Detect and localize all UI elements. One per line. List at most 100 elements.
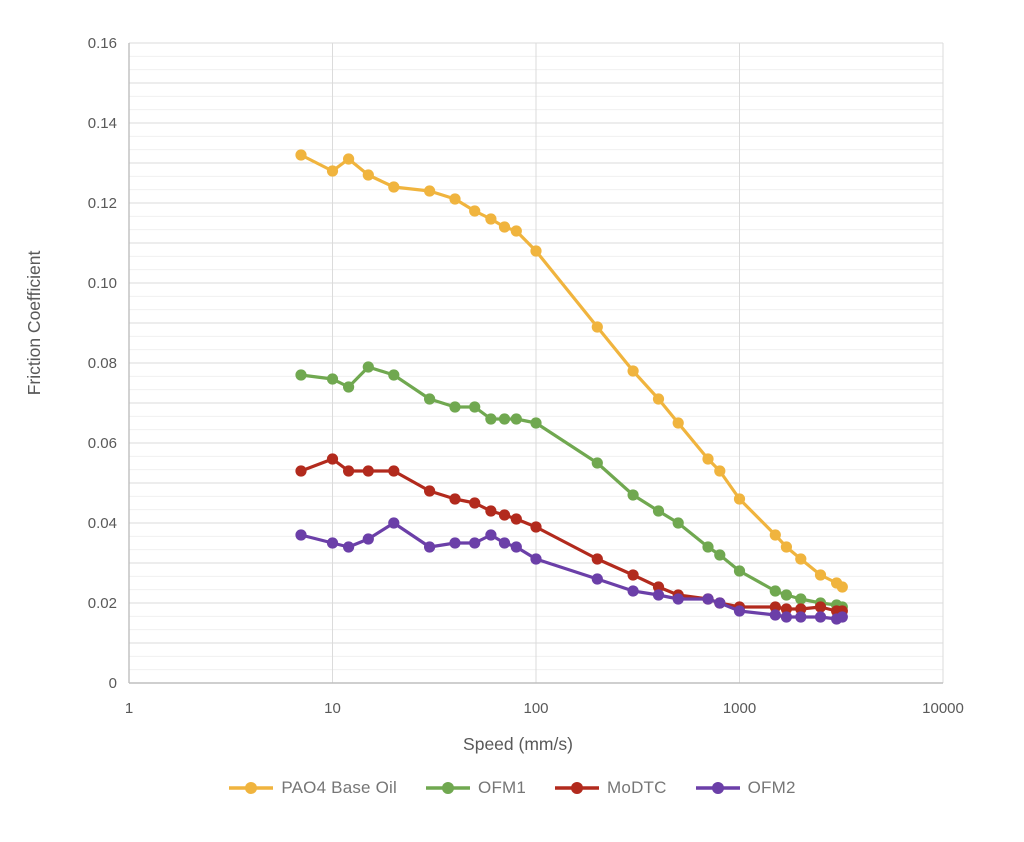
y-tick-label: 0.14: [88, 115, 117, 132]
data-point-ofm2: [498, 537, 511, 549]
legend-item-ofm2: OFM2: [695, 778, 796, 798]
data-point-ofm2: [733, 605, 746, 617]
data-point-modtc: [652, 581, 665, 593]
data-point-pao4-base-oil: [627, 365, 639, 377]
data-point-modtc: [295, 465, 307, 477]
legend-label-ofm2: OFM2: [747, 778, 796, 797]
data-point-ofm1: [498, 413, 511, 425]
data-point-pao4-base-oil: [510, 225, 522, 237]
data-point-ofm1: [769, 585, 781, 597]
data-point-ofm1: [343, 381, 355, 393]
data-point-ofm2: [510, 541, 522, 553]
data-point-modtc: [769, 601, 781, 613]
data-point-pao4-base-oil: [814, 569, 827, 581]
data-point-pao4-base-oil: [424, 185, 436, 197]
legend-label-modtc: MoDTC: [607, 778, 667, 797]
y-axis-title: Friction Coefficient: [24, 251, 44, 396]
data-point-pao4-base-oil: [295, 149, 307, 161]
data-point-pao4-base-oil: [326, 165, 339, 177]
y-tick-label: 0.16: [88, 35, 117, 52]
data-point-ofm2: [652, 589, 665, 601]
data-point-ofm1: [449, 401, 461, 413]
data-point-ofm1: [652, 505, 665, 517]
data-point-ofm2: [591, 573, 603, 585]
data-point-ofm2: [362, 533, 374, 545]
data-point-ofm2: [714, 597, 726, 609]
y-tick-label: 0.10: [88, 275, 117, 292]
data-point-modtc: [424, 485, 436, 497]
data-point-pao4-base-oil: [530, 245, 542, 257]
series-line-ofm2: [299, 521, 844, 621]
data-point-modtc: [780, 603, 793, 615]
legend-marker-ofm2: [695, 782, 740, 794]
data-point-ofm1: [326, 373, 339, 385]
legend: PAO4 Base Oil OFM1 MoDTC OFM2: [0, 778, 1024, 798]
data-point-ofm1: [714, 549, 726, 561]
x-tick-label: 10: [324, 700, 341, 717]
data-point-ofm2: [702, 593, 714, 605]
data-point-pao4-base-oil: [795, 553, 807, 565]
data-point-ofm2: [795, 611, 807, 623]
data-point-ofm2: [388, 517, 400, 529]
data-point-pao4-base-oil: [449, 193, 461, 205]
data-point-ofm2: [836, 611, 848, 623]
data-point-modtc: [485, 505, 497, 517]
data-point-modtc: [469, 497, 481, 509]
legend-label-ofm1: OFM1: [478, 778, 527, 797]
data-point-ofm1: [485, 413, 497, 425]
data-point-ofm2: [469, 537, 481, 549]
data-point-modtc: [498, 509, 511, 521]
x-tick-label: 1000: [723, 700, 756, 717]
y-tick-label: 0.12: [88, 195, 117, 212]
data-point-ofm1: [627, 489, 639, 501]
data-point-ofm2: [814, 611, 827, 623]
y-tick-label: 0.02: [88, 595, 117, 612]
legend-label-pao4-base-oil: PAO4 Base Oil: [281, 778, 398, 797]
data-point-modtc: [362, 465, 374, 477]
data-point-pao4-base-oil: [769, 529, 781, 541]
data-point-ofm2: [485, 529, 497, 541]
x-tick-label: 100: [523, 700, 548, 717]
data-point-pao4-base-oil: [702, 453, 714, 465]
data-point-ofm2: [343, 541, 355, 553]
data-point-ofm2: [769, 609, 781, 621]
data-point-pao4-base-oil: [733, 493, 746, 505]
data-point-ofm1: [469, 401, 481, 413]
data-point-ofm1: [510, 413, 522, 425]
data-point-ofm1: [591, 457, 603, 469]
y-tick-label: 0.04: [88, 515, 117, 532]
data-point-pao4-base-oil: [836, 581, 848, 593]
chart-svg: 0 0.02 0.04 0.06 0.08 0.10 0.12 0.14 0.16 1 10 100 1…: [24, 35, 964, 754]
data-point-ofm2: [672, 593, 684, 605]
data-point-pao4-base-oil: [672, 417, 684, 429]
data-point-ofm2: [295, 529, 307, 541]
data-point-ofm1: [424, 393, 436, 405]
data-point-ofm1: [733, 565, 746, 577]
data-point-modtc: [795, 603, 807, 615]
data-point-ofm2: [627, 585, 639, 597]
data-point-modtc: [343, 465, 355, 477]
data-point-ofm1: [388, 369, 400, 381]
data-point-pao4-base-oil: [498, 221, 511, 233]
data-point-pao4-base-oil: [362, 169, 374, 181]
series-line-modtc: [299, 457, 844, 613]
data-point-ofm1: [362, 361, 374, 373]
y-tick-label: 0.06: [88, 435, 117, 452]
data-point-modtc: [510, 513, 522, 525]
data-point-pao4-base-oil: [652, 393, 665, 405]
data-point-ofm2: [780, 611, 793, 623]
data-point-ofm1: [702, 541, 714, 553]
data-point-pao4-base-oil: [780, 541, 793, 553]
legend-marker-modtc: [555, 782, 600, 794]
data-point-modtc: [530, 521, 542, 533]
data-point-pao4-base-oil: [714, 465, 726, 477]
data-point-ofm1: [295, 369, 307, 381]
legend-item-ofm1: OFM1: [425, 778, 526, 798]
legend-item-modtc: MoDTC: [554, 778, 667, 798]
legend-marker-ofm1: [426, 782, 471, 794]
legend-item-pao4-base-oil: PAO4 Base Oil: [228, 778, 397, 798]
data-point-ofm1: [780, 589, 793, 601]
data-point-modtc: [814, 601, 827, 613]
data-point-ofm2: [449, 537, 461, 549]
